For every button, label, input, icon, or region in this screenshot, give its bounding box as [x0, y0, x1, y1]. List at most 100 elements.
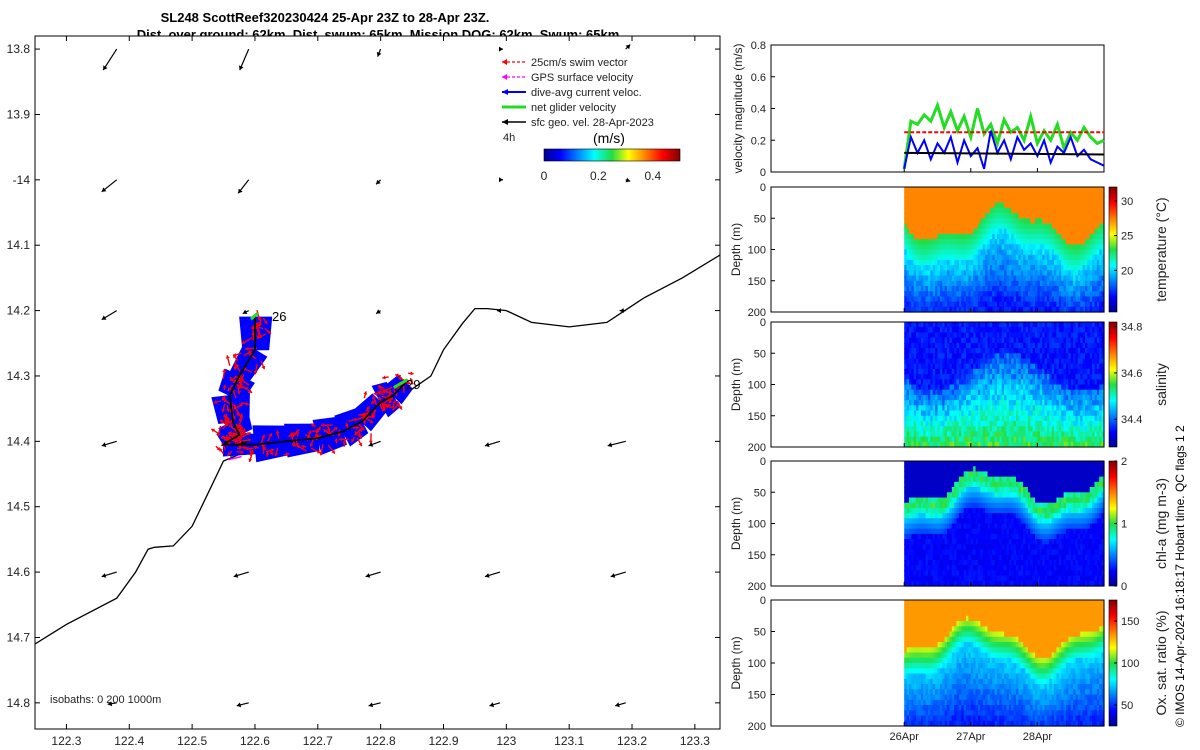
- heatmap-cell: [1089, 353, 1093, 360]
- heatmap-cell: [963, 228, 967, 235]
- heatmap-cell: [1070, 374, 1074, 380]
- heatmap-cell: [904, 218, 908, 225]
- heatmap-cell: [925, 322, 929, 328]
- heatmap-cell: [1094, 379, 1098, 386]
- heatmap-cell: [1027, 342, 1031, 349]
- heatmap-cell: [1092, 348, 1096, 354]
- heatmap-cell: [1004, 301, 1008, 308]
- heatmap-cell: [1096, 228, 1100, 235]
- heatmap-cell: [1023, 394, 1027, 401]
- heatmap-cell: [1092, 202, 1096, 209]
- heatmap-cell: [999, 431, 1003, 438]
- heatmap-cell: [987, 223, 991, 230]
- heatmap-cell: [1068, 259, 1072, 266]
- heatmap-cell: [1004, 353, 1008, 360]
- heatmap-cell: [1061, 207, 1065, 214]
- heatmap-cell: [1089, 405, 1093, 412]
- heatmap-cell: [970, 327, 974, 333]
- heatmap-cell: [1039, 228, 1043, 235]
- swim-arrowhead: [333, 427, 338, 431]
- heatmap-cell: [1013, 207, 1017, 214]
- heatmap-cell: [918, 342, 922, 349]
- gps-surface-vector: [228, 455, 242, 461]
- heatmap-cell: [975, 358, 979, 365]
- heatmap-cell: [1065, 291, 1069, 297]
- heatmap-cell: [987, 301, 991, 308]
- heatmap-cell: [1049, 374, 1053, 380]
- heatmap-cell: [1085, 426, 1088, 432]
- heatmap-cell: [947, 207, 950, 214]
- heatmap-cell: [918, 286, 922, 292]
- heatmap-cell: [923, 332, 927, 339]
- heatmap-cell: [966, 374, 969, 380]
- heatmap-cell: [1075, 223, 1079, 230]
- heatmap-cell: [949, 286, 953, 292]
- heatmap-cell: [985, 441, 989, 448]
- heatmap-cell: [1001, 187, 1005, 193]
- heatmap-cell: [949, 296, 953, 303]
- heatmap-cell: [968, 239, 972, 245]
- heatmap-colorbar-tick-label: 25: [1121, 231, 1133, 243]
- heatmap-cell: [1065, 301, 1069, 308]
- heatmap-cell: [904, 461, 908, 467]
- heatmap-cell: [1077, 218, 1081, 225]
- swim-arrowhead: [263, 320, 268, 324]
- heatmap-cell: [1027, 239, 1031, 245]
- heatmap-cell: [925, 533, 929, 540]
- heatmap-cell: [1082, 358, 1086, 365]
- swim-arrowhead: [296, 445, 301, 449]
- heatmap-cell: [956, 389, 960, 396]
- heatmap-cell: [923, 228, 927, 235]
- heatmap-cell: [1049, 415, 1053, 422]
- heatmap-cell: [1061, 280, 1065, 287]
- heatmap-cell: [1035, 202, 1038, 209]
- heatmap-cell: [1089, 202, 1093, 209]
- heatmap-cell: [1056, 192, 1060, 198]
- heatmap-cell: [1013, 384, 1017, 391]
- heatmap-cell: [985, 270, 989, 277]
- heatmap-cell: [1054, 368, 1057, 375]
- heatmap-cell: [935, 228, 939, 235]
- heatmap-cell: [977, 265, 981, 271]
- heatmap-cell: [973, 265, 977, 271]
- heatmap-cell: [935, 244, 939, 251]
- heatmap-cell: [968, 436, 972, 443]
- heatmap-cell: [1082, 348, 1086, 354]
- heatmap-cell: [1080, 389, 1084, 396]
- heatmap-cell: [975, 368, 979, 375]
- heatmap-cell: [951, 363, 955, 370]
- heatmap-cell: [992, 254, 996, 261]
- heatmap-cell: [935, 481, 939, 488]
- heatmap-cell: [939, 239, 943, 245]
- heatmap-cell: [987, 270, 991, 277]
- heatmap-cell: [939, 207, 943, 214]
- heatmap-cell: [994, 389, 998, 396]
- heatmap-cell: [920, 476, 924, 483]
- swim-arrowhead: [222, 368, 227, 373]
- heatmap-cell: [994, 353, 998, 360]
- heatmap-cell: [930, 296, 934, 303]
- heatmap-cell: [1080, 415, 1084, 422]
- heatmap-cell: [1049, 368, 1053, 375]
- heatmap-cell: [1099, 405, 1103, 412]
- heatmap-cell: [1087, 394, 1091, 401]
- heatmap-cell: [1068, 342, 1072, 349]
- heatmap-cell: [1001, 275, 1005, 282]
- heatmap-cell: [906, 441, 910, 448]
- heatmap-cell: [944, 342, 948, 349]
- heatmap-cell: [1004, 394, 1008, 401]
- heatmap-cell: [904, 476, 908, 483]
- heatmap-cell: [1065, 218, 1069, 225]
- heatmap-cell: [1049, 259, 1053, 266]
- heatmap-cell: [1037, 400, 1041, 406]
- swim-arrowhead: [245, 402, 249, 406]
- heatmap-cell: [923, 394, 927, 401]
- geo-vector-head: [101, 315, 107, 320]
- heatmap-cell: [1032, 202, 1036, 209]
- heatmap-cell: [916, 565, 920, 571]
- heatmap-cell: [925, 560, 929, 566]
- heatmap-cell: [958, 332, 962, 339]
- heatmap-cell: [913, 549, 917, 556]
- heatmap-cell: [975, 223, 979, 230]
- heatmap-cell: [1077, 327, 1081, 333]
